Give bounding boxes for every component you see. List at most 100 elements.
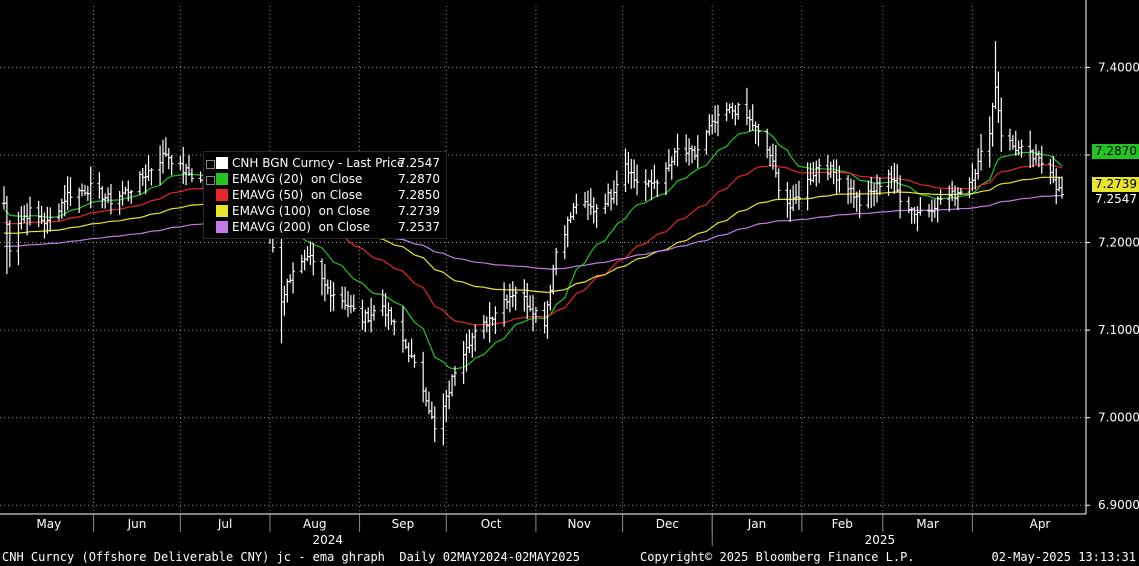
- price-bar: [481, 314, 486, 339]
- price-bar: [68, 177, 73, 206]
- price-bar: [684, 134, 689, 163]
- y-tick-label: 7.4000: [1098, 60, 1139, 74]
- price-bar: [626, 151, 631, 184]
- price-bar: [1007, 128, 1012, 151]
- price-bar: [675, 133, 680, 167]
- price-bar: [565, 216, 570, 248]
- price-bar: [16, 211, 21, 266]
- price-bar: [412, 354, 417, 368]
- price-bar: [666, 149, 671, 172]
- legend-toggle-icon[interactable]: [206, 160, 215, 169]
- price-bar: [383, 293, 388, 327]
- price-bar: [796, 180, 801, 210]
- price-bar: [1060, 176, 1064, 199]
- price-bar: [1048, 159, 1053, 185]
- price-bar: [146, 154, 151, 182]
- legend-toggle-icon[interactable]: [206, 176, 215, 185]
- price-bar: [866, 180, 871, 209]
- price-bar: [588, 188, 593, 215]
- price-bar: [452, 366, 457, 386]
- price-bar: [36, 200, 41, 228]
- x-tick-label: Dec: [656, 517, 679, 531]
- price-bar: [299, 254, 304, 274]
- price-bar: [386, 302, 391, 330]
- price-bar: [62, 184, 67, 217]
- price-bar: [938, 189, 943, 205]
- price-bar: [979, 133, 984, 171]
- price-bar: [143, 164, 148, 195]
- price-bar: [406, 342, 411, 363]
- price-bar: [25, 203, 30, 236]
- legend-row-price: CNH BGN Curncy - Last Price 7.2547: [204, 155, 446, 171]
- price-bar: [736, 102, 741, 120]
- price-bar: [65, 176, 70, 211]
- price-bar: [768, 146, 773, 167]
- price-bar: [568, 212, 573, 224]
- legend-label-ema50: EMAVG (50) on Close: [232, 188, 363, 202]
- price-bar: [392, 319, 397, 336]
- price-bar: [340, 286, 345, 309]
- price-bar: [348, 295, 353, 314]
- price-bar: [707, 114, 712, 136]
- price-bar: [400, 306, 405, 353]
- price-bar: [302, 249, 307, 271]
- price-bar: [56, 203, 61, 221]
- price-bar: [756, 123, 761, 147]
- price-bar: [874, 174, 879, 203]
- year-label: 2024: [312, 533, 343, 547]
- price-bar: [872, 182, 877, 207]
- x-tick-label: May: [36, 517, 61, 531]
- price-bar: [646, 179, 651, 188]
- price-bar: [695, 135, 700, 169]
- x-tick-label: Nov: [568, 517, 591, 531]
- price-bar: [710, 114, 715, 135]
- legend-label-price: CNH BGN Curncy - Last Price: [232, 156, 405, 170]
- price-bar: [166, 148, 171, 170]
- price-bar: [450, 374, 455, 397]
- price-bar: [877, 177, 882, 196]
- y-tick-label: 7.0000: [1098, 411, 1139, 425]
- price-bar: [562, 225, 567, 260]
- price-bar: [4, 195, 9, 275]
- footer-copyright: Copyright© 2025 Bloomberg Finance L.P.: [640, 550, 915, 564]
- price-bar: [687, 138, 692, 166]
- price-bar: [1013, 130, 1018, 156]
- price-bar: [39, 205, 44, 225]
- price-bar: [999, 97, 1004, 153]
- price-bar: [487, 301, 492, 343]
- price-bar: [19, 206, 24, 230]
- price-bar: [288, 274, 293, 284]
- legend-value-ema20: 7.2870: [398, 172, 440, 186]
- legend-label-ema100: EMAVG (100) on Close: [232, 204, 371, 218]
- footer-security-description: CNH Curncy (Offshore Deliverable CNY) jc…: [2, 550, 580, 564]
- price-bar: [345, 291, 350, 318]
- price-bar: [291, 262, 296, 294]
- price-bar: [473, 324, 478, 352]
- price-bar: [669, 156, 674, 180]
- footer-timestamp: 02-May-2025 13:13:31: [991, 550, 1137, 564]
- price-bar: [319, 258, 324, 296]
- price-bar: [955, 186, 960, 211]
- price-bar: [996, 71, 1001, 124]
- price-bar: [750, 104, 755, 131]
- price-bar: [828, 161, 833, 178]
- price-bar: [123, 186, 128, 195]
- price-bar: [591, 197, 596, 224]
- legend-value-ema100: 7.2739: [398, 204, 440, 218]
- price-bar: [389, 307, 394, 326]
- x-tick-label: Jan: [747, 517, 767, 531]
- price-bar: [594, 204, 599, 228]
- price-bar: [649, 169, 654, 201]
- price-bar: [716, 104, 721, 137]
- price-bar: [788, 189, 793, 223]
- price-bar: [160, 139, 165, 174]
- price-bar: [331, 282, 336, 312]
- price-bar: [993, 41, 998, 110]
- legend-row-ema20: EMAVG (20) on Close 7.2870: [204, 171, 446, 187]
- price-bar: [163, 137, 168, 157]
- price-bar: [513, 286, 518, 311]
- legend-label-ema200: EMAVG (200) on Close: [232, 220, 371, 234]
- x-tick-label: Jun: [127, 517, 147, 531]
- price-bar: [2, 186, 6, 210]
- x-tick-label: Apr: [1030, 517, 1051, 531]
